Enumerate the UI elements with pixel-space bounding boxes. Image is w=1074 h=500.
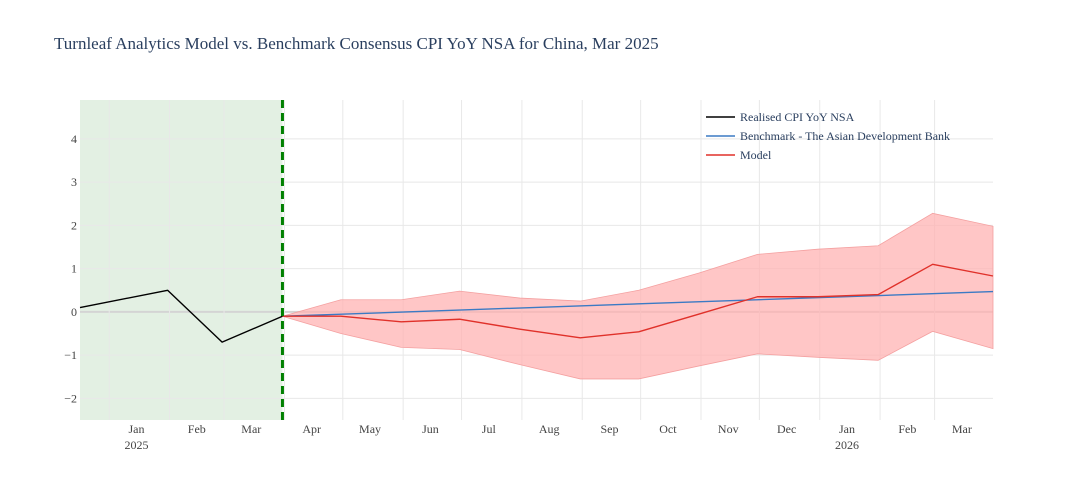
x-tick-label: Jan [128, 422, 144, 436]
legend-label: Realised CPI YoY NSA [740, 110, 855, 124]
x-tick-year-label: 2025 [124, 438, 148, 452]
x-tick-label: Feb [898, 422, 916, 436]
x-tick-labels: Jan 2025 Feb Mar Apr May Jun Jul Aug Sep Oct Nov Dec… [124, 422, 971, 452]
y-tick-labels: 4 3 2 1 0 −1 −2 [64, 132, 77, 405]
series-lines-layer [79, 263, 994, 343]
y-tick-label: 4 [71, 132, 77, 146]
y-tick-label: 0 [71, 305, 77, 319]
y-tick-label: −1 [64, 348, 77, 362]
history-shaded-region [80, 100, 283, 420]
x-tick-year-label: 2026 [835, 438, 859, 452]
x-tick-label: May [359, 422, 381, 436]
x-tick-label: Jul [482, 422, 497, 436]
x-tick-label: Aug [539, 422, 560, 436]
model-confidence-band [281, 212, 994, 380]
x-tick-label: Nov [718, 422, 739, 436]
realised-cpi-line [79, 289, 283, 343]
x-tick-label: Apr [302, 422, 321, 436]
band-layer [281, 212, 994, 380]
x-tick-label: Oct [659, 422, 677, 436]
benchmark-line [282, 290, 994, 317]
y-tick-label: 2 [71, 218, 77, 232]
model-line [282, 263, 994, 339]
y-tick-label: 3 [71, 175, 77, 189]
y-tick-label: −2 [64, 391, 77, 405]
x-tick-label: Mar [952, 422, 972, 436]
x-tick-label: Jun [422, 422, 439, 436]
legend-label: Benchmark - The Asian Development Bank [740, 129, 950, 143]
x-tick-label: Mar [241, 422, 261, 436]
x-tick-label: Sep [601, 422, 619, 436]
legend-label: Model [740, 148, 772, 162]
x-tick-label: Feb [188, 422, 206, 436]
shaded-region-layer [80, 100, 283, 420]
y-tick-label: 1 [71, 262, 77, 276]
x-tick-label: Dec [777, 422, 796, 436]
x-tick-label: Jan [839, 422, 855, 436]
chart-title: Turnleaf Analytics Model vs. Benchmark C… [54, 34, 659, 53]
legend[interactable]: Realised CPI YoY NSA Benchmark - The Asia… [706, 110, 950, 162]
